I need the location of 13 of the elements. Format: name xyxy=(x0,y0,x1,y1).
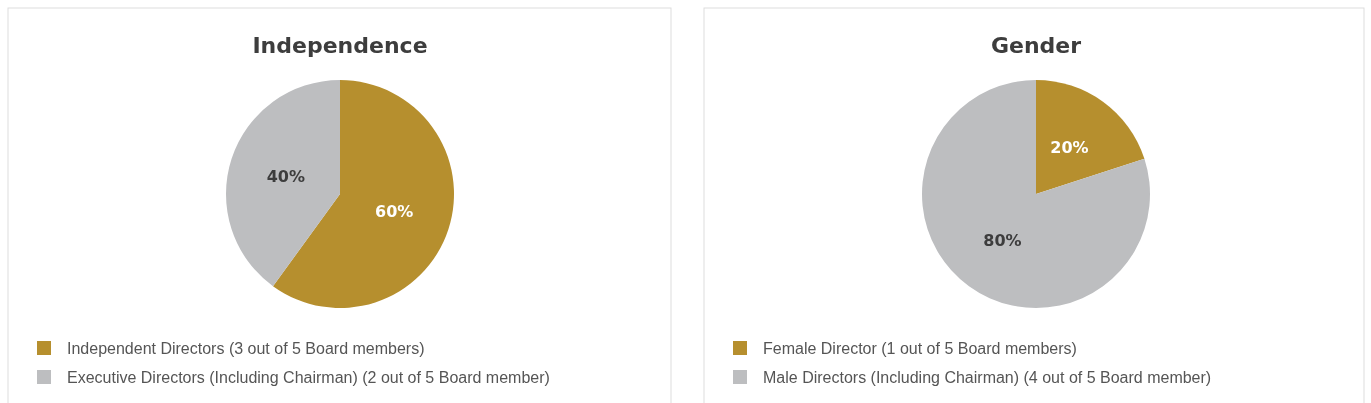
chart-title: Gender xyxy=(990,33,1082,58)
data-label: 80% xyxy=(983,230,1022,250)
data-label: 20% xyxy=(1050,138,1089,158)
legend-label: Male Directors (Including Chairman) (4 out of 5 Board member) xyxy=(763,368,1212,386)
pie-slice xyxy=(226,80,340,287)
chart-title: Independence xyxy=(252,33,428,58)
legend-label: Female Director (1 out of 5 Board members) xyxy=(763,339,1077,357)
data-label: 40% xyxy=(266,166,305,186)
legend-label: Executive Directors (Including Chairman) (2 out of 5 Board member) xyxy=(67,368,550,386)
pie-slice xyxy=(1036,80,1145,194)
data-label: 60% xyxy=(375,202,414,222)
pie-slice xyxy=(922,80,1150,308)
legend-label: Independent Directors (3 out of 5 Board members) xyxy=(67,339,425,357)
